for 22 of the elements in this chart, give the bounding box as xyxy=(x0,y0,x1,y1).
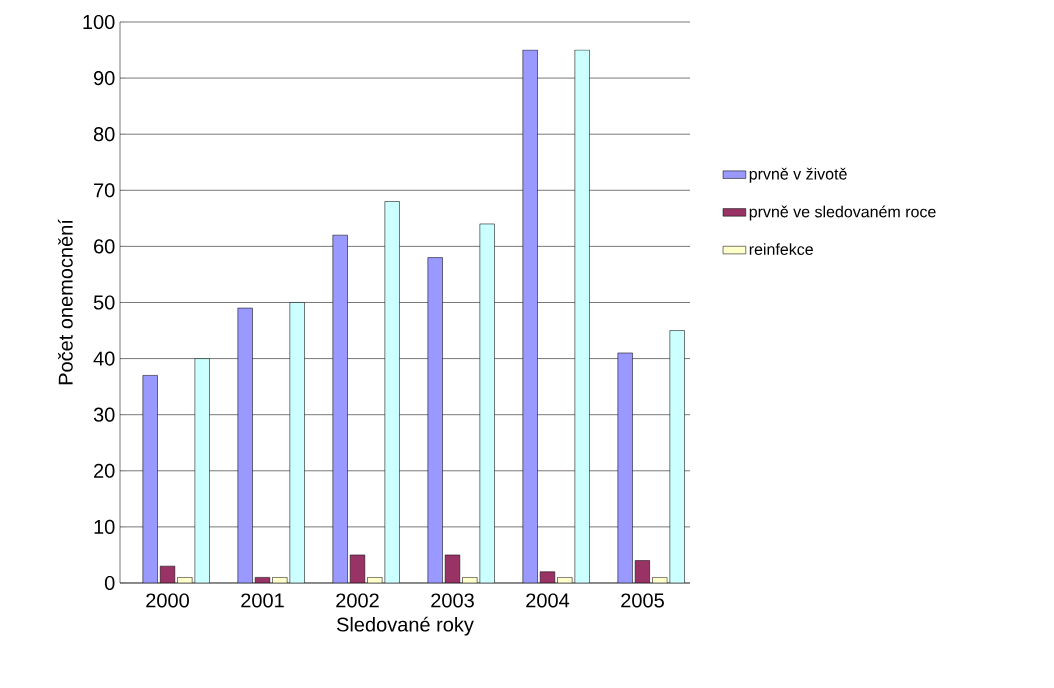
y-tick-label: 100 xyxy=(83,14,115,30)
legend-label: prvně ve sledovaném roce xyxy=(749,205,936,221)
y-tick-label: 0 xyxy=(104,575,115,591)
x-tick-label: 2001 xyxy=(241,593,284,608)
x-tick-label: 2004 xyxy=(526,593,570,608)
y-tick-label: 80 xyxy=(93,127,115,142)
y-axis-title: Počet onemocnění xyxy=(57,219,73,385)
y-tick-label: 60 xyxy=(94,239,115,254)
x-tick-label: 2000 xyxy=(146,593,189,608)
y-tick-label: 50 xyxy=(93,295,115,310)
y-tick-label: 30 xyxy=(93,407,115,422)
y-tick-label: 20 xyxy=(94,463,115,478)
legend-label: prvně v životě xyxy=(749,167,847,183)
x-axis-title: Sledované roky xyxy=(336,616,474,636)
y-tick-label: 70 xyxy=(94,183,115,198)
x-tick-label: 2003 xyxy=(431,593,474,608)
y-tick-label: 90 xyxy=(93,71,115,86)
y-tick-label: 40 xyxy=(93,351,115,366)
x-tick-label: 2002 xyxy=(336,593,379,608)
x-tick-label: 2005 xyxy=(621,593,664,608)
legend-label: reinfekce xyxy=(749,243,813,256)
y-tick-label: 10 xyxy=(94,519,115,534)
